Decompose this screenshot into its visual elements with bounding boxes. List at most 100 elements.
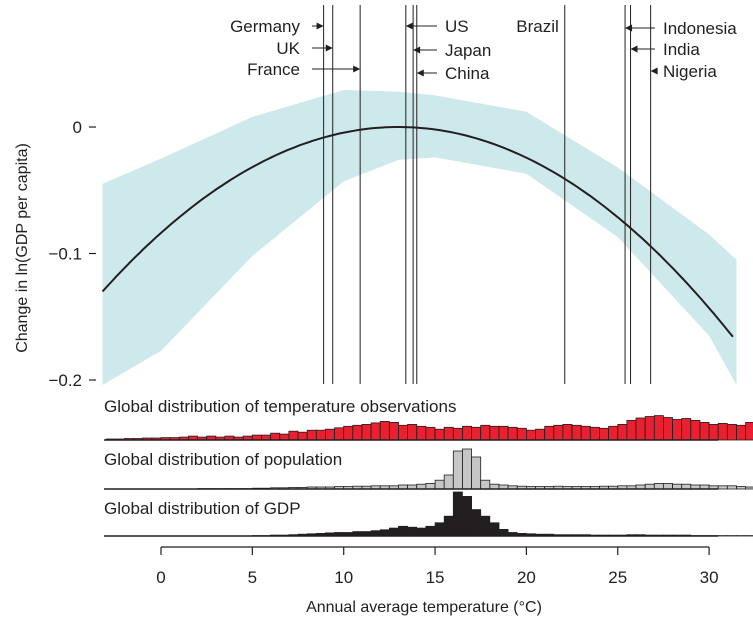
histogram-bar (717, 485, 728, 490)
histogram-bar (443, 515, 454, 537)
x-axis: 0 5 10 15 20 25 30 (156, 546, 719, 587)
histogram-bar (352, 424, 363, 441)
y-axis-label: Change in ln(GDP per capita) (14, 143, 31, 353)
histogram-bar (471, 509, 482, 537)
histogram-panels: Global distribution of temperature obser… (104, 397, 753, 537)
histogram-bar (471, 426, 482, 441)
histogram-bar (526, 429, 536, 441)
histogram-label: Global distribution of population (104, 450, 342, 469)
country-label-france: France (247, 60, 300, 79)
arrowhead-indonesia (625, 24, 633, 32)
histogram-bar (635, 417, 646, 441)
histogram-bar (480, 424, 491, 441)
country-label-uk: UK (276, 39, 300, 58)
histogram-bar (507, 426, 518, 441)
histogram-bar (626, 419, 637, 441)
country-label-brazil: Brazil (516, 17, 559, 36)
histogram-bar (736, 424, 747, 441)
histogram-bar (452, 450, 463, 490)
confidence-band (102, 90, 737, 385)
country-labels: Germany UK France US Japan China Brazil Indones… (230, 17, 737, 83)
x-tick-label: 30 (700, 568, 719, 587)
histogram-bar (452, 491, 463, 537)
histogram-bar (306, 429, 317, 441)
histogram-bar (407, 526, 418, 537)
x-axis-label: Annual average temperature (°C) (306, 599, 542, 616)
histogram-bar (708, 423, 719, 441)
histogram-bar (270, 432, 281, 441)
histogram-bar (315, 429, 326, 441)
histogram-bar (425, 426, 436, 441)
histogram-bar (663, 482, 673, 490)
y-tick-label: 0 (73, 118, 82, 137)
histogram-bar (370, 530, 381, 537)
histogram-bar (489, 522, 500, 537)
histogram-bar (599, 427, 610, 441)
histogram-bar (370, 422, 381, 441)
histogram-bar (489, 425, 500, 441)
arrowhead-china (416, 69, 424, 77)
x-tick-label: 15 (426, 568, 445, 587)
histogram-bar (717, 422, 728, 441)
arrowhead-us (405, 22, 413, 30)
histogram-bar (334, 427, 345, 441)
histogram-bar (727, 423, 737, 441)
x-tick-label: 20 (517, 568, 536, 587)
histogram-global-distribution-of-population: Global distribution of population (104, 448, 753, 490)
histogram-bar (498, 425, 509, 441)
histogram-bar (361, 423, 372, 441)
histogram-bar (745, 486, 753, 490)
histogram-bar (416, 425, 427, 441)
x-tick-label: 0 (156, 568, 165, 587)
arrowhead-nigeria (650, 67, 658, 75)
country-label-indonesia: Indonesia (663, 19, 737, 38)
histogram-bar (745, 421, 753, 441)
histogram-bar (324, 428, 335, 441)
histogram-label: Global distribution of temperature obser… (104, 397, 456, 416)
histogram-bar (471, 456, 482, 490)
histogram-global-distribution-of-temperature-observations: Global distribution of temperature obser… (104, 397, 753, 441)
country-label-nigeria: Nigeria (663, 62, 717, 81)
histogram-bar (699, 421, 710, 441)
histogram-bar (672, 419, 683, 441)
histogram-bar (425, 482, 436, 490)
x-tick-label: 10 (334, 568, 353, 587)
arrowhead-uk (325, 44, 333, 52)
country-label-japan: Japan (445, 41, 491, 60)
histogram-bar (462, 495, 473, 537)
histogram-bar (452, 427, 463, 441)
histogram-bar (388, 527, 399, 537)
histogram-bar (434, 479, 445, 490)
y-tick-label: −0.1 (48, 245, 82, 264)
histogram-bar (288, 430, 299, 441)
y-axis: 0 −0.1 −0.2 (48, 118, 96, 390)
histogram-bar (462, 425, 473, 441)
response-curve (101, 126, 734, 338)
histogram-bar (589, 426, 600, 441)
histogram-bar (279, 433, 290, 441)
histogram-bar (690, 419, 701, 441)
histogram-bar (480, 515, 491, 537)
histogram-bar (535, 428, 546, 441)
histogram-bar (425, 525, 436, 537)
histogram-bar (644, 416, 655, 441)
histogram-bar (443, 474, 454, 490)
arrowhead-germany (316, 22, 324, 30)
histogram-bar (434, 522, 445, 537)
histogram-bar (608, 425, 619, 441)
histogram-bar (571, 424, 582, 441)
histogram-bar (407, 423, 418, 441)
country-label-india: India (663, 40, 700, 59)
arrowhead-india (630, 45, 638, 53)
histogram-bar (379, 420, 390, 441)
arrowhead-japan (413, 46, 421, 54)
histogram-bar (388, 421, 399, 441)
histogram-bar (653, 482, 664, 490)
histogram-bar (653, 415, 664, 441)
x-tick-label: 25 (608, 568, 627, 587)
country-label-china: China (445, 64, 490, 83)
histogram-bar (736, 486, 747, 490)
histogram-bar (379, 529, 390, 537)
histogram-bar (462, 448, 473, 490)
